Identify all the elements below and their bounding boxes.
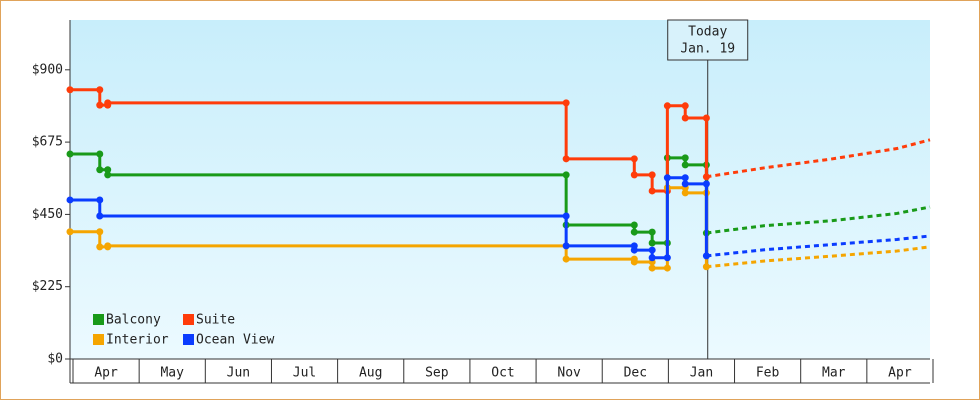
point-marker <box>104 171 112 179</box>
x-tick-label: May <box>160 366 184 381</box>
legend-label: Balcony <box>106 313 161 328</box>
legend-label: Interior <box>106 333 169 348</box>
legend-swatch <box>93 334 104 345</box>
point-marker <box>96 166 104 174</box>
today-box <box>667 19 749 61</box>
legend-swatch <box>183 334 194 345</box>
point-marker <box>66 228 74 236</box>
point-marker <box>630 228 638 236</box>
corner-marker <box>562 99 570 107</box>
corner-marker <box>96 228 104 236</box>
y-tick-label: $675 <box>32 135 63 150</box>
corner-marker <box>663 264 671 272</box>
forecast-line <box>706 138 931 179</box>
corner-marker <box>630 221 638 229</box>
corner-marker <box>648 246 656 254</box>
today-label: Today <box>688 25 727 40</box>
legend-label: Ocean View <box>196 333 274 348</box>
point-marker <box>104 242 112 250</box>
forecast-line <box>706 234 931 258</box>
point-marker <box>66 196 74 204</box>
point-marker <box>104 99 112 107</box>
corner-marker <box>648 228 656 236</box>
x-tick-label: Nov <box>557 366 581 381</box>
x-tick-label: Apr <box>888 366 912 381</box>
x-tick-label: Apr <box>94 366 118 381</box>
point-marker <box>96 212 104 220</box>
point-marker <box>66 86 74 94</box>
point-marker <box>681 161 689 169</box>
corner-marker <box>562 171 570 179</box>
corner-marker <box>681 174 689 182</box>
point-marker <box>702 252 710 260</box>
x-tick-label: Feb <box>756 366 780 381</box>
y-tick-label: $450 <box>32 207 63 222</box>
x-tick-label: Dec <box>624 366 647 381</box>
corner-marker <box>663 254 671 262</box>
corner-marker <box>562 212 570 220</box>
corner-marker <box>96 196 104 204</box>
forecast-line <box>706 245 931 269</box>
corner-marker <box>104 166 112 174</box>
point-marker <box>630 246 638 254</box>
point-marker <box>96 243 104 251</box>
corner-marker <box>681 102 689 110</box>
legend-label: Suite <box>196 313 235 328</box>
point-marker <box>96 101 104 109</box>
x-tick-label: Sep <box>425 366 449 381</box>
x-tick-label: Oct <box>491 366 514 381</box>
today-label: Jan. 19 <box>680 42 735 57</box>
plot-area <box>70 20 930 359</box>
point-marker <box>663 174 671 182</box>
legend-swatch <box>183 314 194 325</box>
x-tick-label: Jul <box>293 366 316 381</box>
point-marker <box>681 189 689 197</box>
point-marker <box>681 114 689 122</box>
point-marker <box>648 264 656 272</box>
y-tick-label: $225 <box>32 279 63 294</box>
point-marker <box>562 155 570 163</box>
point-marker <box>630 171 638 179</box>
corner-marker <box>96 86 104 94</box>
point-marker <box>663 102 671 110</box>
point-marker <box>562 255 570 263</box>
x-tick-label: Mar <box>822 366 846 381</box>
point-marker <box>648 239 656 247</box>
legend-swatch <box>93 314 104 325</box>
point-marker <box>648 187 656 195</box>
y-tick-label: $900 <box>32 62 63 77</box>
point-marker <box>66 150 74 158</box>
x-tick-label: Jun <box>227 366 250 381</box>
corner-marker <box>648 171 656 179</box>
x-tick-label: Aug <box>359 366 382 381</box>
x-tick-label: Jan <box>690 366 713 381</box>
forecast-line <box>706 205 931 235</box>
point-marker <box>702 263 710 271</box>
corner-marker <box>702 180 710 188</box>
corner-marker <box>681 154 689 162</box>
point-marker <box>562 242 570 250</box>
corner-marker <box>630 155 638 163</box>
point-marker <box>648 254 656 262</box>
corner-marker <box>702 114 710 122</box>
point-marker <box>702 173 710 181</box>
corner-marker <box>96 150 104 158</box>
y-tick-label: $0 <box>47 352 63 367</box>
point-marker <box>681 180 689 188</box>
point-marker <box>630 258 638 266</box>
